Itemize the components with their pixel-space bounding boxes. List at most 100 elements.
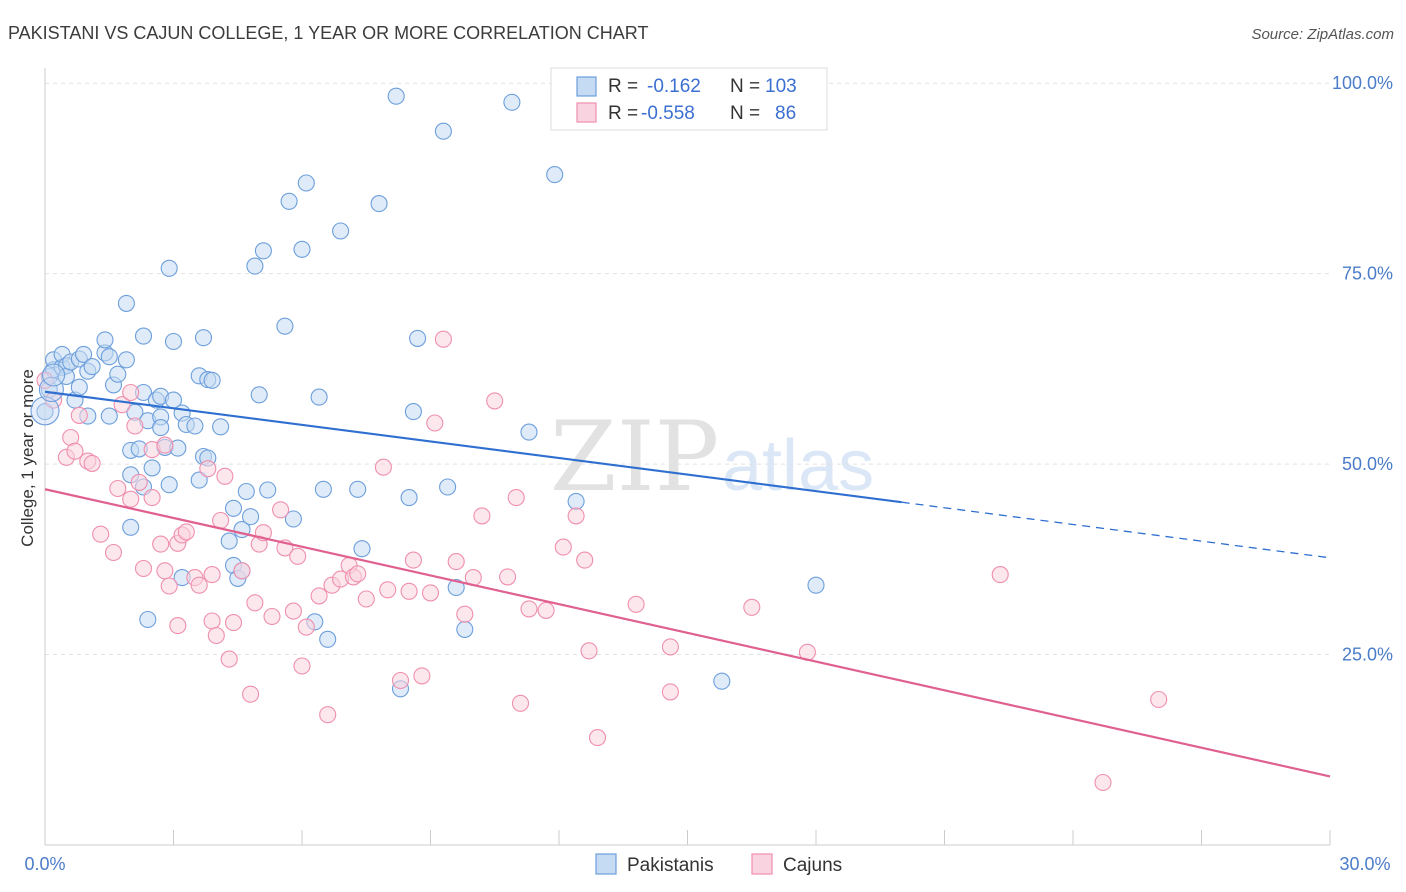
legend-n-label-pakistanis: N =	[730, 76, 760, 97]
cajuns-point	[134, 559, 153, 578]
cajuns-point	[434, 330, 452, 348]
cajuns-point	[220, 650, 238, 668]
pakistanis-point	[567, 492, 585, 510]
cajuns-point	[379, 581, 397, 599]
pakistanis-point	[434, 122, 452, 140]
pakistanis-point	[42, 363, 66, 387]
cajuns-point	[554, 538, 572, 556]
pakistanis-point	[349, 480, 367, 498]
pakistanis-point	[100, 407, 118, 425]
y-tick-label: 100.0%	[1332, 73, 1393, 93]
series-cajuns	[36, 330, 1168, 792]
pakistanis-trend-extension	[901, 501, 1331, 559]
x-tick-label-max: 30.0%	[1339, 854, 1390, 874]
cajuns-point	[473, 507, 491, 525]
pakistanis-point	[246, 257, 264, 275]
pakistanis-point	[152, 419, 170, 437]
cajuns-point	[284, 602, 302, 620]
cajuns-point	[486, 392, 504, 410]
legend-n-label-cajuns: N =	[730, 103, 760, 124]
pakistanis-point	[250, 386, 268, 404]
cajuns-point	[661, 683, 679, 701]
cajuns-point	[70, 406, 88, 424]
bottom-legend-swatch-pakistanis	[595, 853, 617, 875]
cajuns-point	[203, 566, 221, 584]
cajuns-point	[246, 594, 264, 612]
pakistanis-point	[546, 166, 564, 184]
pakistanis-point	[332, 222, 350, 240]
cajuns-point	[400, 582, 418, 600]
cajuns-point	[109, 479, 127, 498]
chart-title: PAKISTANI VS CAJUN COLLEGE, 1 YEAR OR MO…	[8, 23, 648, 43]
x-tick-label-min: 0.0%	[24, 854, 65, 874]
pakistanis-point	[30, 396, 60, 426]
pakistanis-point	[70, 378, 88, 396]
legend-r-value-cajuns: -0.558	[641, 103, 695, 124]
pakistanis-point	[143, 459, 161, 477]
cajuns-point	[122, 383, 140, 402]
pakistanis-point	[122, 518, 140, 536]
cajuns-point	[319, 706, 337, 724]
cajuns-point	[289, 547, 307, 565]
pakistanis-point	[38, 376, 64, 403]
cajuns-point	[511, 694, 530, 712]
legend-r-label-cajuns: R =	[608, 103, 638, 124]
pakistanis-point	[520, 423, 538, 441]
pakistanis-point	[404, 403, 422, 421]
bottom-legend-label-cajuns: Cajuns	[783, 855, 842, 876]
pakistanis-point	[160, 259, 178, 277]
pakistanis-point	[242, 508, 260, 526]
cajuns-point	[627, 595, 645, 613]
y-tick-label: 75.0%	[1342, 264, 1393, 284]
cajuns-point	[263, 607, 281, 626]
cajuns-point	[1150, 690, 1168, 709]
pakistanis-point	[400, 489, 418, 507]
cajuns-point	[177, 523, 195, 541]
pakistanis-point	[109, 365, 127, 383]
trend-lines	[44, 390, 1331, 778]
pakistanis-point	[117, 294, 135, 312]
cajuns-point	[272, 501, 290, 519]
stats-legend: R = -0.162 N = 103 R = -0.558 N = 86	[550, 67, 828, 131]
pakistanis-point	[387, 87, 405, 105]
pakistanis-point	[297, 174, 315, 192]
cajuns-trend-line	[44, 488, 1331, 778]
bottom-legend-label-pakistanis: Pakistanis	[627, 855, 714, 876]
pakistanis-point	[293, 240, 311, 258]
cajuns-point	[580, 642, 598, 660]
pakistanis-point	[284, 510, 302, 528]
cajuns-point	[743, 598, 761, 616]
cajuns-point	[212, 511, 230, 530]
cajuns-point	[104, 543, 123, 562]
pakistanis-point	[807, 576, 825, 594]
cajuns-point	[349, 565, 367, 583]
cajuns-point	[426, 414, 444, 432]
watermark: ZIP atlas	[550, 401, 874, 513]
cajuns-point	[456, 605, 474, 623]
legend-swatch-pakistanis	[576, 76, 597, 97]
pakistanis-point	[203, 371, 221, 389]
watermark-atlas: atlas	[722, 426, 874, 506]
series-pakistanis	[36, 87, 825, 698]
legend-r-value-pakistanis: -0.162	[647, 76, 701, 97]
stats-legend-box	[550, 67, 828, 131]
cajuns-point	[199, 460, 217, 478]
cajuns-point	[357, 590, 375, 608]
cajuns-point	[143, 489, 161, 507]
cajuns-point	[447, 553, 465, 571]
y-axis-label: College, 1 year or more	[18, 369, 37, 547]
pakistanis-point	[134, 327, 153, 345]
legend-swatch-cajuns	[576, 102, 597, 123]
pakistanis-point	[254, 242, 272, 260]
pakistanis-point	[186, 417, 204, 435]
pakistanis-point	[447, 578, 465, 597]
cajuns-point	[293, 657, 311, 675]
cajuns-point	[160, 577, 178, 595]
cajuns-point	[203, 612, 221, 630]
pakistanis-point	[36, 403, 54, 421]
pakistanis-point	[409, 329, 427, 347]
cajuns-point	[126, 417, 144, 435]
pakistanis-point	[212, 418, 230, 436]
y-tick-labels: 25.0% 50.0% 75.0% 100.0%	[1332, 73, 1393, 664]
